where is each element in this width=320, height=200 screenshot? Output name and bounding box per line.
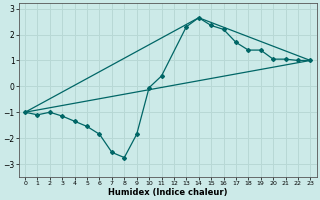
X-axis label: Humidex (Indice chaleur): Humidex (Indice chaleur) <box>108 188 228 197</box>
